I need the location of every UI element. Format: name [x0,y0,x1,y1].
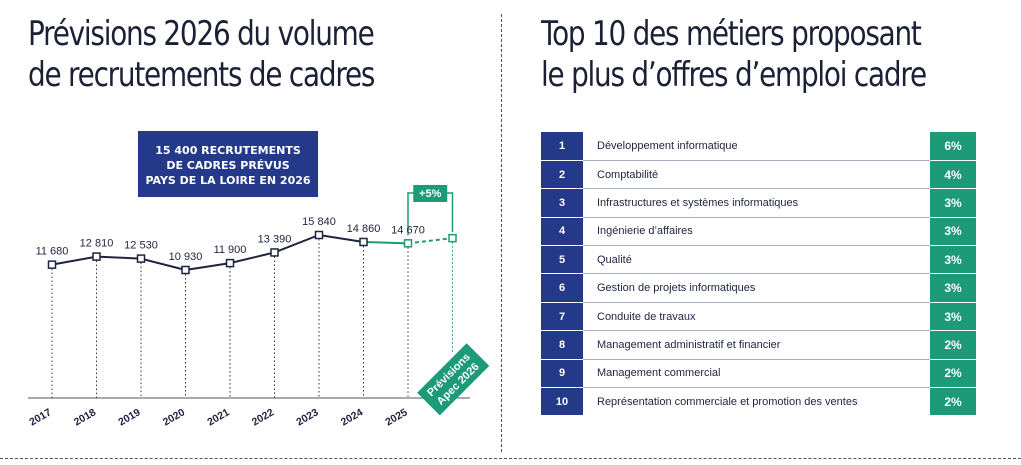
job-label: Conduite de travaux [583,302,930,332]
growth-badge [413,185,448,202]
job-label: Représentation commerciale et promotion … [597,395,858,408]
forecast-point [448,233,457,243]
series-line-2025 [363,240,409,245]
x-tick-label: 2018 [72,406,98,428]
x-tick-label: 2022 [250,406,276,428]
job-percentage: 3% [930,302,976,332]
left-title: Prévisions 2026 du volume de recrutement… [28,14,375,96]
data-point [136,254,146,263]
x-tick-label: 2019 [116,406,142,428]
table-row: 6 Gestion de projets informatiques 3% [541,273,976,303]
data-label: 10 930 [169,251,203,263]
job-label: Qualité [583,245,930,275]
job-label: Comptabilité [583,160,930,190]
x-tick-label: 2025 [383,406,409,428]
job-label: Infrastructures et systèmes informatique… [583,188,930,218]
left-title-line1: Prévisions 2026 du volume [28,14,375,54]
right-title: Top 10 des métiers proposant le plus d’o… [541,14,927,96]
table-row: 2 Comptabilité 4% [541,160,976,190]
job-percentage: 2% [930,359,976,389]
job-percentage: 4% [930,160,976,190]
rank-number: 5 [541,245,583,275]
data-label: 15 840 [302,216,336,228]
data-label: 11 680 [36,246,69,258]
rank-number: 2 [541,160,583,190]
rank-number: 7 [541,302,583,332]
rank-number: 6 [541,273,583,303]
forecast-callout: 15 400 RECRUTEMENTS DE CADRES PRÉVUS PAY… [138,131,318,197]
data-point [181,265,190,275]
data-point [47,260,57,269]
rank-number: 3 [541,188,583,218]
x-tick-label: 2017 [27,406,53,428]
table-row: 4 Ingénierie d’affaires 3% [541,217,976,247]
rank-number: 1 [541,132,583,161]
job-percentage: 3% [930,188,976,218]
job-label: Gestion de projets informatiques [583,273,930,303]
data-point [403,239,413,248]
top-jobs-table: 1 Développement informatique 6% 2 Comptabili… [541,132,976,417]
table-row: 10 Représentation commerciale et promotio… [541,387,976,417]
data-label: 12 810 [80,238,114,250]
recruitment-line-chart: +5% 11 680 12 810 12 530 10 930 11 900 13 390 1… [27,185,490,428]
job-percentage: 6% [930,132,976,161]
horizontal-divider [0,458,1021,459]
rank-number: 4 [541,217,583,247]
data-point [314,230,324,240]
growth-badge-text: +5% [419,188,442,200]
x-tick-label: 2021 [205,406,231,428]
series-line [51,233,364,272]
job-label: Ingénierie d’affaires [583,217,930,247]
job-label: Management administratif et financier [583,330,930,360]
rank-number: 9 [541,359,583,389]
data-point [270,248,279,257]
callout-line-2: DE CADRES PRÉVUS [166,158,290,172]
forecast-badge-bg [417,343,490,416]
vertical-divider [501,14,502,452]
forecast-line [407,237,453,245]
right-title-line2: le plus d’offres d’emploi cadre [541,55,927,95]
data-point [225,258,235,268]
table-row: 8 Management administratif et financier 2% [541,330,976,360]
x-tick-label: 2024 [339,406,365,428]
job-percentage: 3% [930,273,976,303]
data-point [92,252,101,261]
job-percentage: 2% [930,330,976,360]
data-label: 11 900 [214,244,247,256]
table-row: 7 Conduite de travaux 3% [541,302,976,332]
data-label: 13 390 [258,233,292,245]
rank-number: 10 [541,387,583,417]
rank-number: 8 [541,330,583,360]
data-label: 14 670 [391,224,425,236]
job-label: Développement informatique [583,132,930,161]
job-percentage: 3% [930,217,976,247]
data-point [359,237,368,247]
left-title-line2: de recrutements de cadres [28,55,375,95]
data-label: 14 860 [347,223,381,235]
data-label: 12 530 [124,240,158,252]
x-tick-label: 2020 [161,406,187,428]
job-label: Management commercial [583,359,930,389]
job-percentage: 2% [930,387,976,417]
table-row: 5 Qualité 3% [541,245,976,275]
table-row: 9 Management commercial 2% [541,359,976,389]
callout-line-3: PAYS DE LA LOIRE EN 2026 [145,173,311,187]
right-title-line1: Top 10 des métiers proposant [541,14,922,54]
table-row: 1 Développement informatique 6% [541,132,976,161]
x-tick-label: 2023 [294,406,320,428]
job-percentage: 3% [930,245,976,275]
callout-line-1: 15 400 RECRUTEMENTS [155,143,301,157]
table-row: 3 Infrastructures et systèmes informatiqu… [541,188,976,218]
